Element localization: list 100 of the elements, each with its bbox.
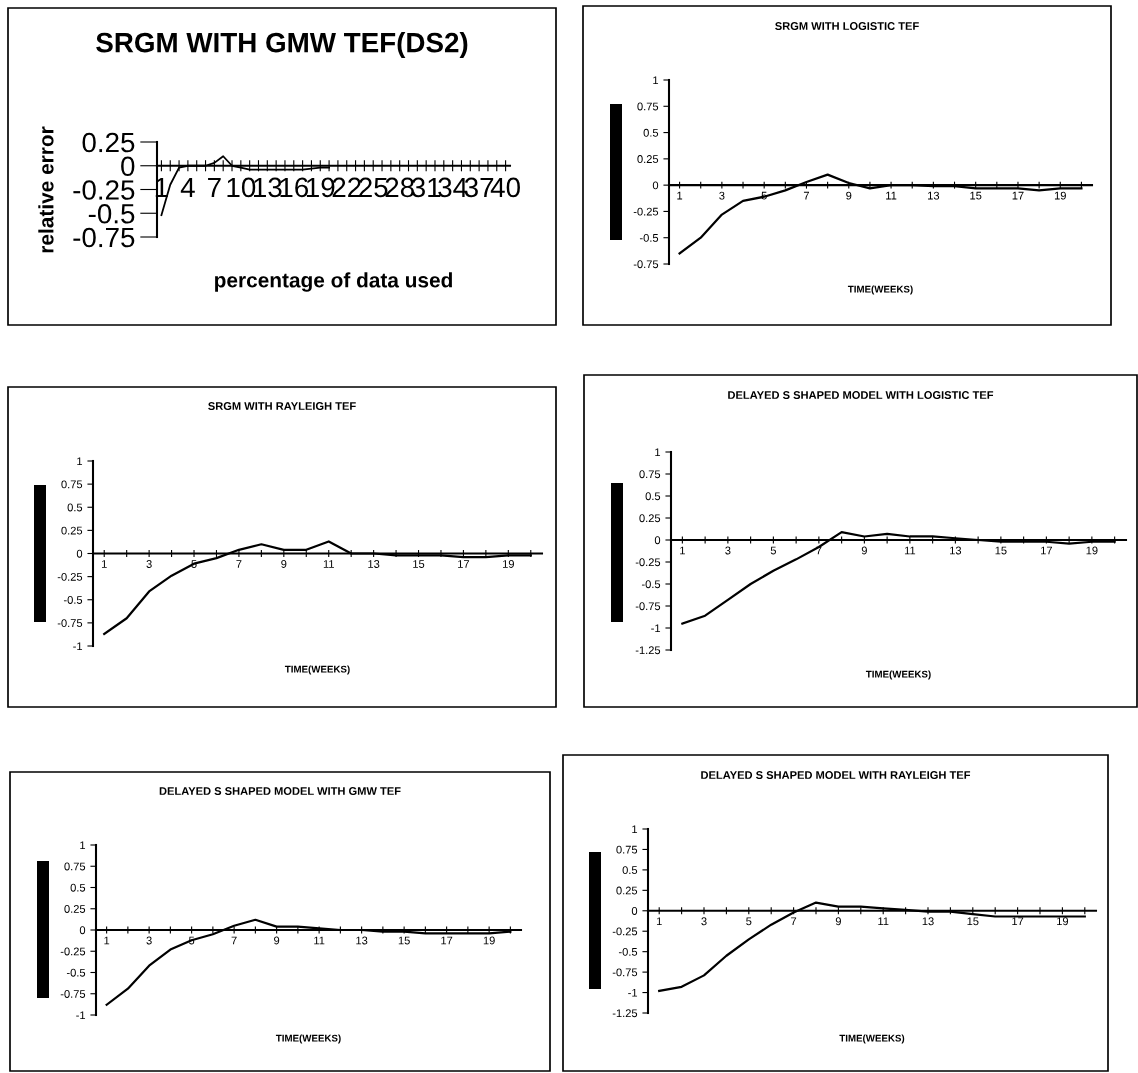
y-tick-label: 0.75 <box>64 862 86 871</box>
y-tick-label: -0.5 <box>639 233 659 242</box>
y-tick-label: 0.25 <box>64 905 86 913</box>
y-tick-label: 0.5 <box>67 503 83 512</box>
chart-title: SRGM WITH LOGISTIC TEF <box>775 22 919 30</box>
y-tick-label: 0.5 <box>70 883 86 892</box>
x-axis-title: percentage of data used <box>215 272 452 292</box>
y-tick-label: 0.25 <box>61 526 83 535</box>
y-tick-label: -0.25 <box>57 572 83 581</box>
y-tick-label: 0.25 <box>639 514 661 523</box>
y-tick-label: 1 <box>80 841 86 850</box>
x-tick-label: 7 <box>791 917 797 926</box>
y-tick-label: -0.25 <box>633 207 659 216</box>
x-axis-title: TIME(WEEKS) <box>275 1034 341 1044</box>
y-tick-label: 0.5 <box>645 492 661 501</box>
x-tick-label: 4 <box>180 177 195 197</box>
y-tick-label: -0.25 <box>612 927 638 936</box>
x-tick-label: 1 <box>677 191 683 200</box>
y-tick-label: -0.75 <box>633 260 659 269</box>
y-tick-label: 0.5 <box>622 866 638 875</box>
y-tick-label: 1 <box>653 76 659 85</box>
x-tick-label: 17 <box>441 936 453 945</box>
y-tick-label: -1 <box>628 988 638 997</box>
x-tick-label: 15 <box>413 560 425 568</box>
y-tick-label: 0.25 <box>616 886 638 895</box>
x-tick-label: 17 <box>1012 917 1024 926</box>
y-tick-label: -0.75 <box>635 602 661 611</box>
x-tick-label: 17 <box>1012 191 1024 200</box>
y-tick-label: -0.5 <box>66 968 86 977</box>
y-tick-label: -0.5 <box>63 596 83 604</box>
y-tick-label: 0 <box>76 549 83 558</box>
x-tick-label: 17 <box>458 560 470 568</box>
chart-title: DELAYED S SHAPED MODEL WITH GMW TEF <box>159 787 401 795</box>
x-tick-label: 15 <box>967 917 979 926</box>
y-tick-label: -1.25 <box>612 1009 638 1018</box>
y-tick-label: 0.75 <box>639 470 661 479</box>
y-tick-label: 0 <box>652 181 659 190</box>
y-tick-label: -0.25 <box>73 180 135 200</box>
y-tick-label: 1 <box>655 448 661 457</box>
y-tick-label: -1 <box>651 624 661 633</box>
y-tick-label: 0 <box>79 926 86 935</box>
y-tick-label: -1 <box>76 1011 86 1020</box>
y-tick-label: 1 <box>77 457 83 466</box>
x-tick-label: 7 <box>803 191 810 200</box>
x-tick-label: 9 <box>846 191 852 200</box>
x-tick-label: 3 <box>701 917 707 926</box>
y-tick-label: -0.75 <box>73 227 135 248</box>
x-tick-label: 10 <box>227 177 256 198</box>
x-tick-label: 11 <box>323 560 334 568</box>
x-tick-label: 7 <box>236 560 242 568</box>
chart-title: SRGM WITH RAYLEIGH TEF <box>208 402 356 410</box>
x-tick-label: 13 <box>368 560 380 568</box>
x-tick-label: 11 <box>314 936 325 945</box>
x-tick-label: 1 <box>680 546 685 555</box>
y-tick-label: 0 <box>654 536 661 545</box>
x-tick-label: 13 <box>253 177 282 198</box>
x-tick-label: 19 <box>1057 917 1069 926</box>
x-tick-label: 17 <box>1041 546 1052 555</box>
x-tick-label: 9 <box>835 917 841 926</box>
x-tick-label: 13 <box>356 936 368 945</box>
x-axis-title: TIME(WEEKS) <box>847 285 913 295</box>
x-tick-label: 3 <box>146 560 152 568</box>
x-tick-label: 19 <box>502 560 514 568</box>
x-tick-label: 19 <box>1086 546 1098 555</box>
x-tick-label: 7 <box>231 936 237 945</box>
x-axis-title: TIME(WEEKS) <box>839 1034 905 1044</box>
x-tick-label: 5 <box>770 546 776 555</box>
y-tick-label: -0.5 <box>641 580 661 589</box>
y-tick-label: 0.75 <box>61 480 83 489</box>
chart-title: DELAYED S SHAPED MODEL WITH RAYLEIGH TEF <box>701 771 971 779</box>
x-tick-label: 15 <box>970 191 982 200</box>
y-tick-label: 1 <box>632 825 638 834</box>
x-tick-label: 3 <box>719 191 725 200</box>
x-tick-label: 9 <box>281 560 287 568</box>
y-tick-label: -0.25 <box>635 558 661 567</box>
x-tick-label: 15 <box>398 936 410 945</box>
x-tick-label: 5 <box>746 917 752 926</box>
y-tick-label: -0.5 <box>88 203 135 224</box>
y-tick-label: 0.75 <box>616 845 638 854</box>
x-tick-label: 13 <box>950 546 962 555</box>
x-tick-label: 19 <box>483 936 495 945</box>
x-tick-label: 16 <box>280 177 309 198</box>
y-tick-label: 0 <box>121 156 135 177</box>
y-tick-label: 0 <box>631 907 638 915</box>
x-tick-label: 13 <box>922 917 934 926</box>
y-tick-label: 0.75 <box>637 102 659 111</box>
x-tick-label: 11 <box>904 546 916 555</box>
x-tick-label: 11 <box>886 191 897 200</box>
x-tick-label: 7 <box>208 177 221 197</box>
x-tick-label: 9 <box>274 936 280 945</box>
x-tick-label: 3 <box>725 546 731 555</box>
y-axis-title: relative error <box>38 126 54 253</box>
x-axis-title: TIME(WEEKS) <box>865 670 931 680</box>
x-tick-label: 11 <box>878 917 889 926</box>
y-tick-label: -0.25 <box>60 947 86 956</box>
y-tick-label: -0.5 <box>618 947 638 956</box>
y-tick-label: -0.75 <box>60 990 86 998</box>
x-tick-label: 19 <box>1054 191 1066 200</box>
y-tick-label: 0.25 <box>637 155 659 163</box>
y-tick-label: -1.25 <box>635 646 661 655</box>
